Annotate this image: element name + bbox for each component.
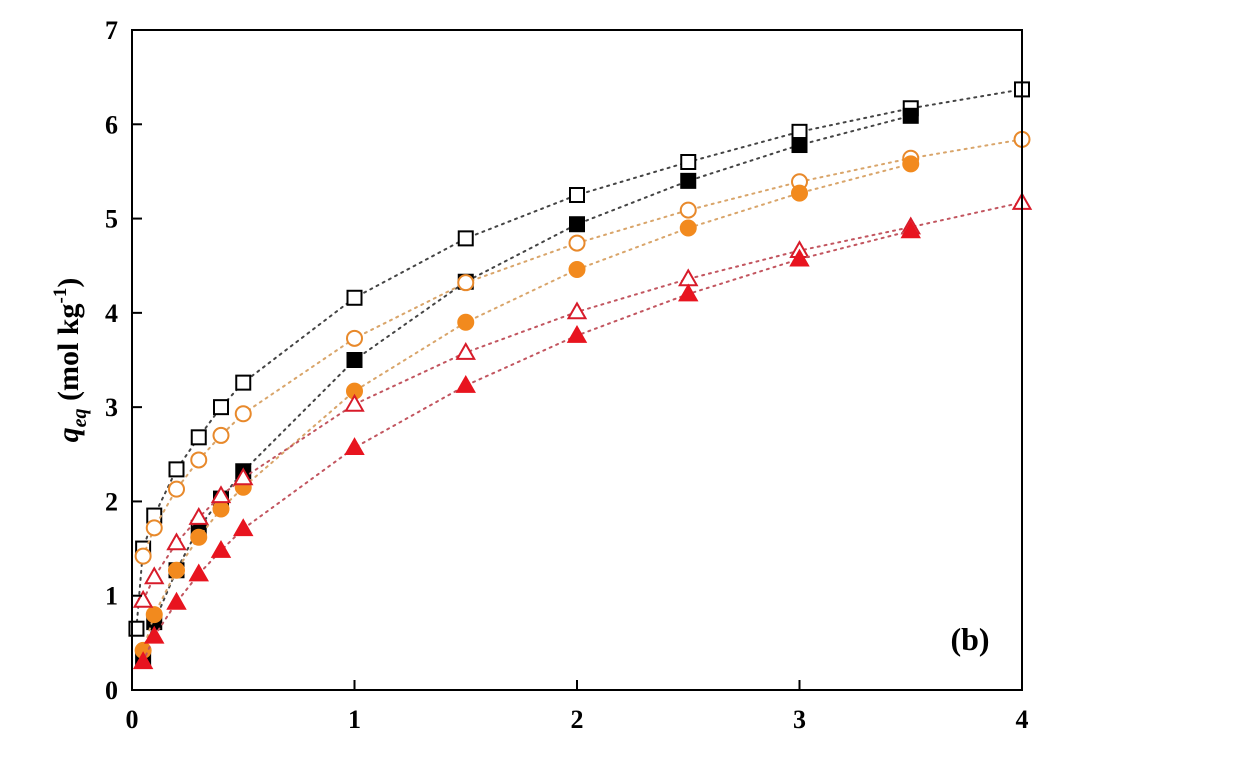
y-axis-symbol: q xyxy=(52,427,85,442)
x-tick-label: 1 xyxy=(348,705,361,734)
data-point xyxy=(166,532,187,551)
data-point xyxy=(210,485,232,504)
axis-ticks-layer: 0 1 2 3 4 0 1 2 3 4 5 6 7 xyxy=(105,16,1029,734)
data-point xyxy=(235,374,252,391)
data-point xyxy=(210,539,232,558)
series-line xyxy=(135,88,1023,630)
y-axis-unit: (mol kg xyxy=(52,303,85,408)
data-point xyxy=(678,268,699,287)
data-point xyxy=(145,519,163,537)
y-tick-label: 3 xyxy=(105,393,118,422)
plot-frame xyxy=(131,29,1023,691)
data-point xyxy=(568,260,586,278)
data-point xyxy=(188,506,209,525)
data-point xyxy=(455,341,476,360)
data-point xyxy=(679,201,697,219)
series-6 xyxy=(132,220,921,670)
data-point xyxy=(190,429,207,446)
x-tick-label: 0 xyxy=(126,705,139,734)
data-point xyxy=(144,566,165,585)
y-axis-unit-close: ) xyxy=(52,278,85,288)
data-point xyxy=(569,187,585,203)
data-point xyxy=(680,172,697,189)
data-point xyxy=(679,219,697,237)
data-point xyxy=(457,313,475,331)
x-tick-label: 3 xyxy=(793,705,806,734)
series-line xyxy=(142,162,912,652)
data-point xyxy=(168,561,185,579)
series-line xyxy=(142,229,912,663)
series-5 xyxy=(132,192,1033,608)
data-point xyxy=(791,137,808,154)
data-point xyxy=(789,248,810,267)
data-point xyxy=(145,606,163,624)
data-point xyxy=(902,107,919,124)
data-point xyxy=(346,289,363,306)
y-tick-label: 4 xyxy=(105,299,118,328)
data-point xyxy=(212,500,230,518)
y-tick-label: 1 xyxy=(105,582,118,611)
data-point xyxy=(457,274,475,292)
data-point xyxy=(791,184,808,202)
y-tick-label: 0 xyxy=(105,676,118,705)
data-point xyxy=(346,352,363,368)
data-point xyxy=(134,547,152,565)
data-point xyxy=(455,374,476,393)
data-point xyxy=(569,216,585,233)
data-point xyxy=(190,451,208,469)
data-point xyxy=(144,625,165,644)
data-point xyxy=(234,405,252,423)
x-tick-label: 2 xyxy=(571,705,584,734)
y-tick-label: 6 xyxy=(105,110,118,139)
data-point xyxy=(166,591,187,610)
data-point xyxy=(566,324,588,343)
data-series-layer xyxy=(128,81,1033,670)
data-point xyxy=(457,230,474,247)
data-point xyxy=(900,220,921,239)
data-point xyxy=(678,283,699,302)
data-point xyxy=(791,123,808,140)
x-tick-label: 4 xyxy=(1016,705,1029,734)
data-point xyxy=(233,518,254,537)
data-point xyxy=(132,651,154,670)
data-point xyxy=(132,589,154,608)
data-point xyxy=(168,461,185,478)
data-point xyxy=(568,234,586,252)
y-tick-label: 7 xyxy=(105,16,118,45)
data-point xyxy=(190,528,208,546)
y-axis-title: qeq (mol kg-1) xyxy=(50,278,91,443)
data-point xyxy=(233,467,254,486)
y-tick-label: 2 xyxy=(105,487,118,516)
data-point xyxy=(902,155,920,173)
data-point xyxy=(344,437,365,456)
data-point xyxy=(188,563,209,582)
data-point xyxy=(566,301,588,320)
y-tick-label: 5 xyxy=(105,205,118,234)
y-axis-unit-exponent: -1 xyxy=(50,288,71,304)
data-point xyxy=(346,329,363,347)
data-point xyxy=(212,426,230,444)
series-4 xyxy=(134,155,920,659)
y-axis-subscript: eq xyxy=(69,408,91,427)
data-point xyxy=(168,480,185,498)
panel-label: (b) xyxy=(950,621,989,657)
data-point xyxy=(680,154,697,170)
series-line xyxy=(142,201,1023,602)
data-point xyxy=(344,393,365,412)
series-1 xyxy=(128,81,1030,637)
data-point xyxy=(213,399,229,416)
